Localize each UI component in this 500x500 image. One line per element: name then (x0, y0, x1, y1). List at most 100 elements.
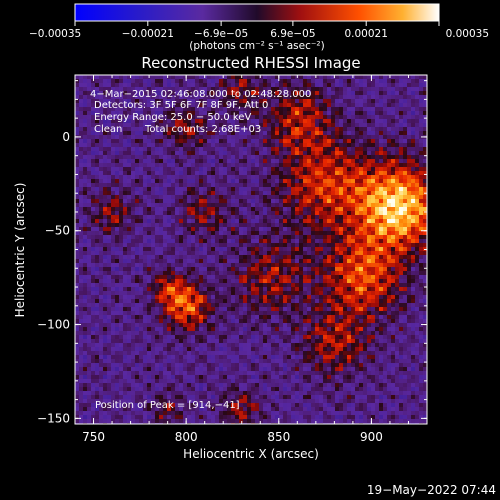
heatmap-cell (79, 399, 83, 403)
heatmap-cell (163, 375, 167, 379)
heatmap-cell (203, 187, 207, 191)
heatmap-cell (239, 279, 243, 283)
heatmap-cell (215, 295, 219, 299)
heatmap-cell (291, 79, 295, 83)
heatmap-cell (83, 91, 87, 95)
heatmap-cell (139, 287, 143, 291)
heatmap-cell (99, 159, 103, 163)
heatmap-cell (259, 347, 263, 351)
heatmap-cell (243, 151, 247, 155)
heatmap-cell (295, 271, 299, 275)
heatmap-cell (227, 79, 231, 83)
heatmap-cell (251, 167, 255, 171)
heatmap-cell (207, 263, 211, 267)
heatmap-cell (287, 115, 291, 119)
heatmap-cell (115, 123, 119, 127)
heatmap-cell (283, 343, 287, 347)
heatmap-cell (179, 367, 183, 371)
heatmap-cell (123, 263, 127, 267)
heatmap-cell (271, 231, 275, 235)
heatmap-cell (175, 195, 179, 199)
heatmap-cell (263, 279, 267, 283)
heatmap-cell (79, 351, 83, 355)
heatmap-cell (271, 139, 275, 143)
heatmap-cell (103, 155, 107, 159)
heatmap-cell (155, 203, 159, 207)
heatmap-cell (139, 371, 143, 375)
heatmap-cell (243, 287, 247, 291)
heatmap-cell (171, 291, 175, 295)
heatmap-cell (127, 331, 131, 335)
heatmap-cell (163, 371, 167, 375)
heatmap-cell (223, 347, 227, 351)
heatmap-cell (207, 227, 211, 231)
heatmap-cell (235, 331, 239, 335)
heatmap-cell (139, 175, 143, 179)
heatmap-cell (191, 223, 195, 227)
heatmap-cell (259, 139, 263, 143)
heatmap-cell (79, 175, 83, 179)
heatmap-cell (127, 131, 131, 135)
heatmap-cell (83, 163, 87, 167)
heatmap-cell (119, 99, 123, 103)
heatmap-cell (75, 103, 79, 107)
heatmap-cell (195, 415, 199, 419)
heatmap-cell (79, 131, 83, 135)
heatmap-cell (75, 219, 79, 223)
heatmap-cell (171, 211, 175, 215)
heatmap-cell (251, 179, 255, 183)
heatmap-cell (267, 395, 271, 399)
heatmap-cell (239, 131, 243, 135)
heatmap-cell (115, 343, 119, 347)
heatmap-cell (291, 159, 295, 163)
heatmap-cell (295, 107, 299, 111)
heatmap-cell (131, 323, 135, 327)
heatmap-cell (235, 403, 239, 407)
heatmap-cell (271, 275, 275, 279)
heatmap-cell (267, 283, 271, 287)
heatmap-cell (299, 239, 303, 243)
heatmap-cell (223, 335, 227, 339)
heatmap-cell (255, 175, 259, 179)
heatmap-cell (159, 307, 163, 311)
heatmap-cell (255, 107, 259, 111)
heatmap-cell (211, 375, 215, 379)
heatmap-cell (179, 339, 183, 343)
heatmap-cell (275, 295, 279, 299)
heatmap-cell (127, 215, 131, 219)
heatmap-cell (203, 359, 207, 363)
heatmap-cell (211, 311, 215, 315)
heatmap-cell (183, 191, 187, 195)
heatmap-cell (75, 115, 79, 119)
heatmap-cell (223, 187, 227, 191)
heatmap-cell (179, 299, 183, 303)
heatmap-cell (155, 175, 159, 179)
heatmap-cell (79, 291, 83, 295)
heatmap-cell (147, 259, 151, 263)
heatmap-cell (255, 139, 259, 143)
heatmap-cell (187, 367, 191, 371)
heatmap-cell (187, 227, 191, 231)
heatmap-cell (175, 127, 179, 131)
heatmap-cell (275, 159, 279, 163)
heatmap-cell (187, 83, 191, 87)
heatmap-cell (75, 123, 79, 127)
heatmap-cell (243, 91, 247, 95)
heatmap-cell (275, 323, 279, 327)
heatmap-cell (231, 227, 235, 231)
heatmap-cell (179, 131, 183, 135)
heatmap-cell (263, 115, 267, 119)
heatmap-cell (255, 351, 259, 355)
heatmap-cell (283, 319, 287, 323)
heatmap-cell (275, 403, 279, 407)
heatmap-cell (279, 131, 283, 135)
heatmap-cell (299, 139, 303, 143)
heatmap-cell (191, 319, 195, 323)
heatmap-cell (287, 335, 291, 339)
heatmap-cell (119, 235, 123, 239)
heatmap-cell (135, 239, 139, 243)
heatmap-cell (111, 255, 115, 259)
heatmap-cell (299, 203, 303, 207)
heatmap-cell (223, 307, 227, 311)
heatmap-cell (175, 227, 179, 231)
